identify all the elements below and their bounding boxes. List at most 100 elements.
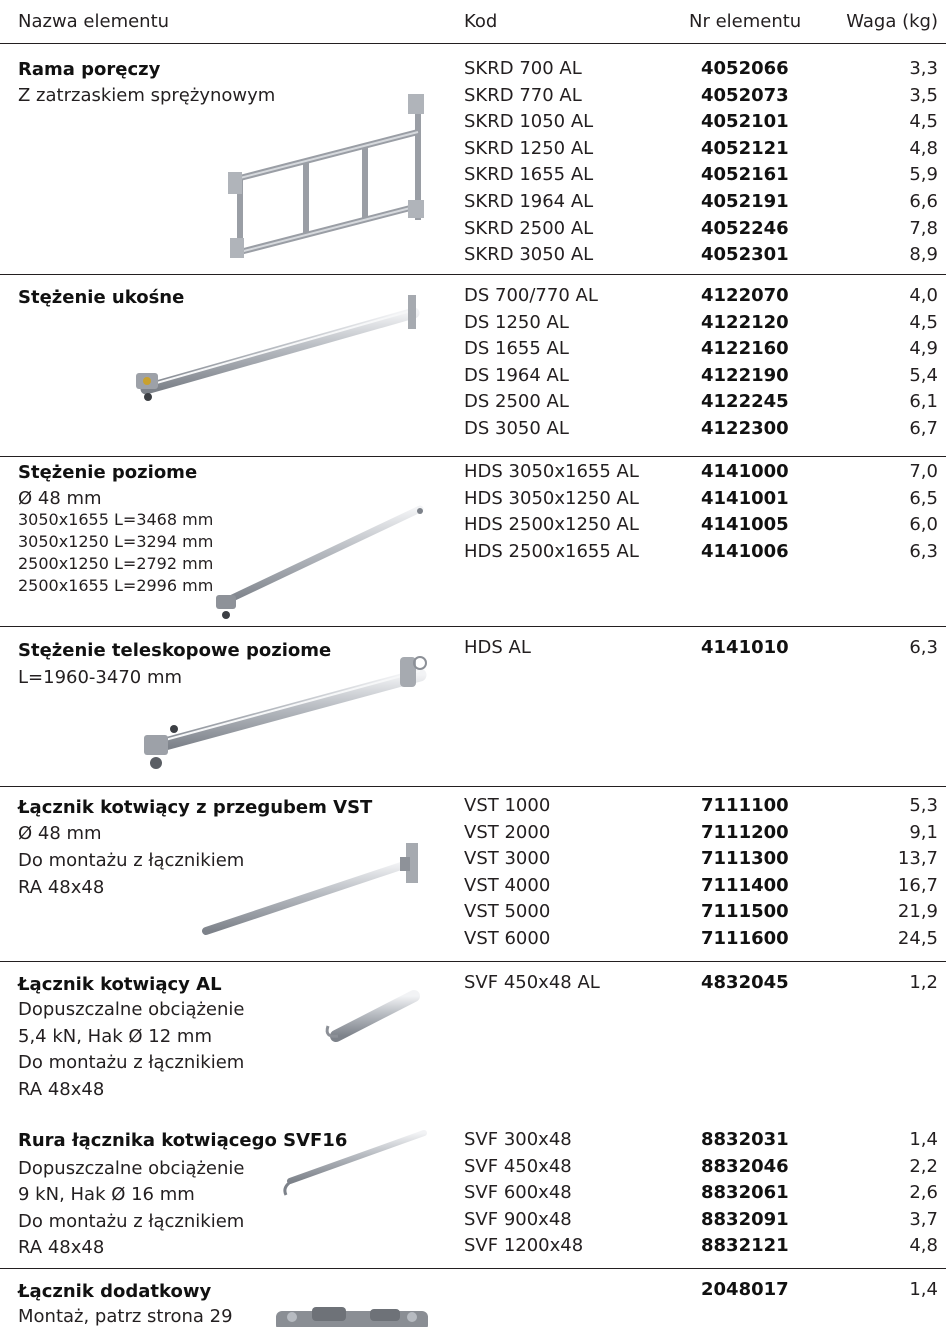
item-code: VST 5000: [464, 901, 551, 923]
table-row: SKRD 3050 AL 4052301 8,9: [0, 244, 946, 271]
item-code: SKRD 700 AL: [464, 58, 582, 79]
item-code: HDS 3050x1250 AL: [464, 487, 639, 509]
item-title: Łącznik dodatkowy: [18, 1281, 212, 1302]
table-row: SVF 1200x48 8832121 4,8: [0, 1235, 946, 1262]
table-row: DS 700/770 AL 4122070 4,0: [0, 285, 946, 312]
item-description: Ø 48 mm: [18, 823, 102, 844]
item-number: 4122190: [701, 364, 789, 386]
item-number: 8832031: [701, 1129, 789, 1150]
section-extra-coupler: Łącznik dodatkowy Montaż, patrz strona 2…: [0, 1269, 946, 1327]
item-weight: 9,1: [909, 821, 938, 843]
table-row: SVF 900x48 8832091 3,7: [0, 1209, 946, 1236]
item-number: 4052246: [701, 217, 789, 239]
item-description: Dopuszczalne obciążenie: [18, 1158, 245, 1179]
item-code: SKRD 1655 AL: [464, 164, 594, 186]
item-weight: 5,9: [909, 164, 938, 186]
item-weight: 7,8: [909, 217, 938, 239]
table-row: SKRD 1964 AL 4052191 6,6: [0, 191, 946, 218]
item-code: VST 1000: [464, 795, 551, 816]
item-code: VST 4000: [464, 874, 551, 896]
item-weight: 4,9: [909, 338, 938, 360]
diagonal-brace-image: [136, 295, 420, 401]
section-svf16-tube: Rura łącznika kotwiącego SVF16 Dopuszcza…: [0, 1117, 946, 1269]
item-number: 4122070: [701, 285, 789, 306]
item-title: Stężenie ukośne: [18, 287, 185, 308]
header-name: Nazwa elementu: [18, 11, 170, 32]
item-code: HDS 2500x1655 AL: [464, 540, 639, 562]
item-weight: 16,7: [897, 874, 938, 896]
item-description-small: 3050x1250 L=3294 mm: [18, 532, 214, 551]
item-weight: 6,3: [909, 637, 938, 658]
telescopic-brace-image: [144, 656, 427, 769]
item-weight: 24,5: [897, 927, 938, 949]
item-code: SKRD 1050 AL: [464, 111, 594, 133]
item-title: Łącznik kotwiący z przegubem VST: [18, 797, 373, 818]
table-row: SVF 600x48 8832061 2,6: [0, 1182, 946, 1209]
item-number: 4141006: [701, 540, 789, 562]
item-weight: 2,2: [909, 1155, 938, 1177]
item-code: DS 3050 AL: [464, 417, 569, 439]
table-row: VST 1000 7111100 5,3: [0, 795, 946, 822]
item-number: 4052101: [701, 111, 789, 133]
item-weight: 6,5: [909, 487, 938, 509]
item-number: 7111300: [701, 848, 789, 870]
section-anchor-al: Łącznik kotwiący AL Dopuszczalne obciąże…: [0, 962, 946, 1117]
item-weight: 4,8: [909, 137, 938, 159]
table-row: DS 2500 AL 4122245 6,1: [0, 391, 946, 418]
item-number: 4832045: [701, 972, 789, 993]
item-code: SKRD 2500 AL: [464, 217, 594, 239]
item-number: 4141010: [701, 637, 789, 658]
item-code: VST 3000: [464, 848, 551, 870]
vst-anchor-image: [202, 843, 418, 935]
table-row: VST 2000 7111200 9,1: [0, 822, 946, 849]
horizontal-brace-image: [216, 505, 424, 619]
item-description: L=1960-3470 mm: [18, 667, 183, 688]
item-code: SKRD 1250 AL: [464, 137, 594, 159]
item-weight: 3,3: [909, 58, 938, 79]
item-description: 9 kN, Hak Ø 16 mm: [18, 1184, 195, 1205]
item-weight: 2,6: [909, 1182, 938, 1204]
item-code: SVF 450x48: [464, 1155, 572, 1177]
table-row: VST 5000 7111500 21,9: [0, 901, 946, 928]
header-weight: Waga (kg): [846, 11, 938, 32]
item-code: SVF 900x48: [464, 1208, 572, 1230]
item-weight: 6,0: [909, 514, 938, 536]
item-description: Ø 48 mm: [18, 488, 102, 509]
item-weight: 21,9: [897, 901, 938, 923]
table-row: DS 3050 AL 4122300 6,7: [0, 418, 946, 445]
table-row: SKRD 1250 AL 4052121 4,8: [0, 138, 946, 165]
item-code: SVF 450x48 AL: [464, 972, 600, 993]
item-code: DS 1964 AL: [464, 364, 569, 386]
item-number: 4141000: [701, 461, 789, 482]
item-code: DS 1250 AL: [464, 311, 569, 333]
item-code: SVF 600x48: [464, 1182, 572, 1204]
item-weight: 6,6: [909, 190, 938, 212]
item-weight: 6,7: [909, 417, 938, 439]
item-weight: 4,5: [909, 111, 938, 133]
item-number: 8832121: [701, 1235, 789, 1257]
item-number: 4052191: [701, 190, 789, 212]
table-row: HDS 3050x1250 AL 4141001 6,5: [0, 488, 946, 515]
item-number: 4122300: [701, 417, 789, 439]
item-number: 4141005: [701, 514, 789, 536]
svf16-tube-image: [283, 1130, 427, 1196]
railing-frame-image: [228, 94, 424, 258]
item-weight: 4,8: [909, 1235, 938, 1257]
table-row: SKRD 700 AL 4052066 3,3: [0, 58, 946, 85]
table-row: SVF 300x48 8832031 1,4: [0, 1129, 946, 1156]
item-code: DS 700/770 AL: [464, 285, 598, 306]
item-number: 7111100: [701, 795, 789, 816]
item-weight: 7,0: [909, 461, 938, 482]
anchor-al-image: [325, 990, 420, 1042]
item-title: Rura łącznika kotwiącego SVF16: [18, 1130, 348, 1151]
item-description-small: 2500x1655 L=2996 mm: [18, 576, 214, 595]
item-code: SKRD 770 AL: [464, 84, 582, 106]
item-code: SKRD 3050 AL: [464, 244, 594, 266]
item-description-small: 3050x1655 L=3468 mm: [18, 510, 214, 529]
item-weight: 1,4: [909, 1129, 938, 1150]
item-number: 8832061: [701, 1182, 789, 1204]
item-description: Do montażu z łącznikiem: [18, 1211, 245, 1232]
table-row: VST 4000 7111400 16,7: [0, 875, 946, 902]
table-row: SKRD 1655 AL 4052161 5,9: [0, 164, 946, 191]
item-number: 4122160: [701, 338, 789, 360]
